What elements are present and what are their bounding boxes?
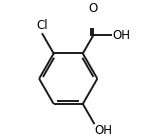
Text: OH: OH (95, 124, 112, 137)
Text: O: O (89, 2, 98, 15)
Text: OH: OH (112, 29, 130, 42)
Text: Cl: Cl (37, 19, 48, 32)
